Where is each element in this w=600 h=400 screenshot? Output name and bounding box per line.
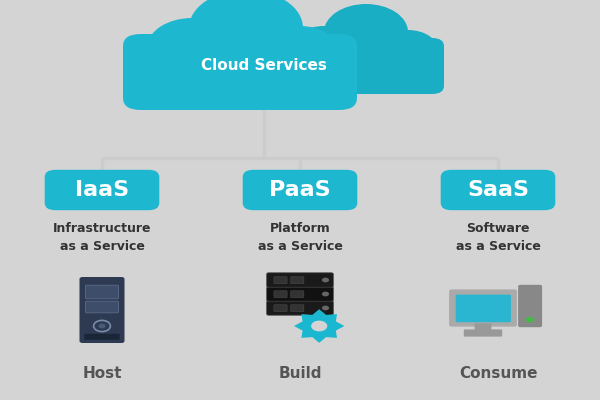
FancyBboxPatch shape xyxy=(449,290,517,326)
Circle shape xyxy=(98,324,106,328)
Circle shape xyxy=(322,306,329,310)
Text: IaaS: IaaS xyxy=(75,180,129,200)
Text: Cloud Services: Cloud Services xyxy=(201,58,327,74)
FancyBboxPatch shape xyxy=(291,305,304,312)
Text: Platform
as a Service: Platform as a Service xyxy=(257,222,343,254)
Text: Host: Host xyxy=(82,366,122,382)
FancyBboxPatch shape xyxy=(518,285,542,327)
FancyBboxPatch shape xyxy=(274,277,287,284)
Text: SaaS: SaaS xyxy=(467,180,529,200)
FancyBboxPatch shape xyxy=(123,34,357,110)
FancyBboxPatch shape xyxy=(266,273,334,287)
FancyBboxPatch shape xyxy=(242,170,357,210)
FancyBboxPatch shape xyxy=(274,291,287,298)
Text: Infrastructure
as a Service: Infrastructure as a Service xyxy=(53,222,151,254)
Circle shape xyxy=(322,278,329,282)
Text: PaaS: PaaS xyxy=(269,180,331,200)
Circle shape xyxy=(94,320,110,332)
FancyBboxPatch shape xyxy=(475,323,491,331)
FancyBboxPatch shape xyxy=(79,277,125,343)
Text: Build: Build xyxy=(278,366,322,382)
Circle shape xyxy=(147,18,237,78)
FancyBboxPatch shape xyxy=(276,38,444,94)
FancyBboxPatch shape xyxy=(86,301,119,313)
Circle shape xyxy=(291,26,357,70)
FancyBboxPatch shape xyxy=(85,334,120,340)
Circle shape xyxy=(324,4,408,60)
FancyBboxPatch shape xyxy=(86,285,119,299)
FancyBboxPatch shape xyxy=(291,277,304,284)
FancyBboxPatch shape xyxy=(440,170,556,210)
Circle shape xyxy=(322,292,329,296)
Circle shape xyxy=(189,0,303,66)
FancyBboxPatch shape xyxy=(456,294,511,322)
FancyBboxPatch shape xyxy=(266,301,334,315)
Circle shape xyxy=(261,26,339,78)
Circle shape xyxy=(378,30,438,70)
Polygon shape xyxy=(294,309,344,343)
Circle shape xyxy=(311,321,328,331)
Circle shape xyxy=(526,317,535,322)
FancyBboxPatch shape xyxy=(266,287,334,301)
Text: Software
as a Service: Software as a Service xyxy=(455,222,541,254)
FancyBboxPatch shape xyxy=(464,330,502,337)
FancyBboxPatch shape xyxy=(45,170,160,210)
Text: Consume: Consume xyxy=(459,366,537,382)
FancyBboxPatch shape xyxy=(291,291,304,298)
FancyBboxPatch shape xyxy=(274,305,287,312)
